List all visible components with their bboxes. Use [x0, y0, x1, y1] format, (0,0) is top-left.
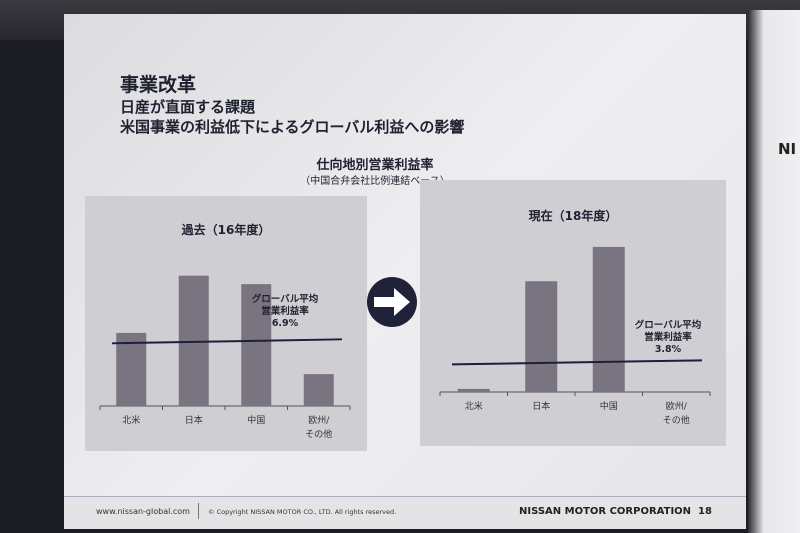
footer-url: www.nissan-global.com — [96, 507, 190, 516]
average-line-label: 3.8% — [655, 344, 682, 355]
average-line — [451, 359, 703, 366]
footer-divider — [198, 503, 199, 519]
x-tick-label: 北米 — [465, 400, 483, 412]
bar-1 — [525, 281, 558, 392]
arrow-right-icon — [367, 277, 417, 327]
background-sign: NI — [778, 140, 797, 158]
average-line-label: 営業利益率 — [261, 305, 309, 317]
chart-title: 現在（18年度） — [529, 208, 618, 223]
bar-3 — [303, 374, 334, 406]
chart-heading: 仕向地別営業利益率 — [316, 158, 434, 173]
x-tick-label: 日本 — [185, 414, 203, 426]
x-tick-label: 中国 — [600, 400, 618, 412]
presentation-slide: 事業改革 日産が直面する課題 米国事業の利益低下によるグローバル利益への影響 仕… — [64, 14, 746, 529]
x-tick-label: 日本 — [532, 400, 550, 412]
x-tick-label: 欧州/ — [666, 400, 688, 412]
bar-0 — [116, 332, 147, 406]
bar-0 — [457, 388, 490, 392]
slide-title-block: 事業改革 日産が直面する課題 米国事業の利益低下によるグローバル利益への影響 — [120, 70, 464, 137]
footer-company: NISSAN MOTOR CORPORATION — [519, 506, 692, 517]
chart-subheading: （中国合弁会社比例連結ベース） — [300, 176, 450, 187]
background-wall: NI — [748, 10, 800, 533]
page-number: 18 — [698, 506, 712, 517]
slide-title: 事業改革 — [120, 74, 197, 96]
chart-present: 現在（18年度） 北米 日本 中国 欧州/その他 グローバル平均 営業利益率 3.8% — [420, 180, 726, 446]
slide-subtitle-1: 日産が直面する課題 — [120, 98, 256, 116]
average-line-label: 6.9% — [272, 318, 299, 329]
average-line-label: 営業利益率 — [644, 331, 692, 343]
slide-footer: www.nissan-global.com © Copyright NISSAN… — [64, 496, 746, 529]
x-tick-label: 北米 — [122, 414, 140, 426]
bar-2 — [241, 284, 272, 406]
x-tick-label: 中国 — [247, 414, 265, 426]
average-line-label: グローバル平均 — [635, 319, 702, 331]
chart-title: 過去（16年度） — [181, 222, 271, 237]
footer-copyright: © Copyright NISSAN MOTOR CO., LTD. All r… — [208, 508, 397, 516]
chart-past: 過去（16年度） 北米 日本 中国 欧州/その他 グローバル平均 営業利益率 6.9% — [85, 196, 367, 451]
x-tick-label: その他 — [663, 414, 690, 426]
bar-2 — [592, 246, 625, 392]
average-line — [111, 338, 343, 345]
slide-subtitle-2: 米国事業の利益低下によるグローバル利益への影響 — [120, 118, 465, 136]
x-tick-label: その他 — [305, 428, 332, 440]
x-tick-label: 欧州/ — [308, 414, 330, 426]
average-line-label: グローバル平均 — [252, 293, 319, 305]
